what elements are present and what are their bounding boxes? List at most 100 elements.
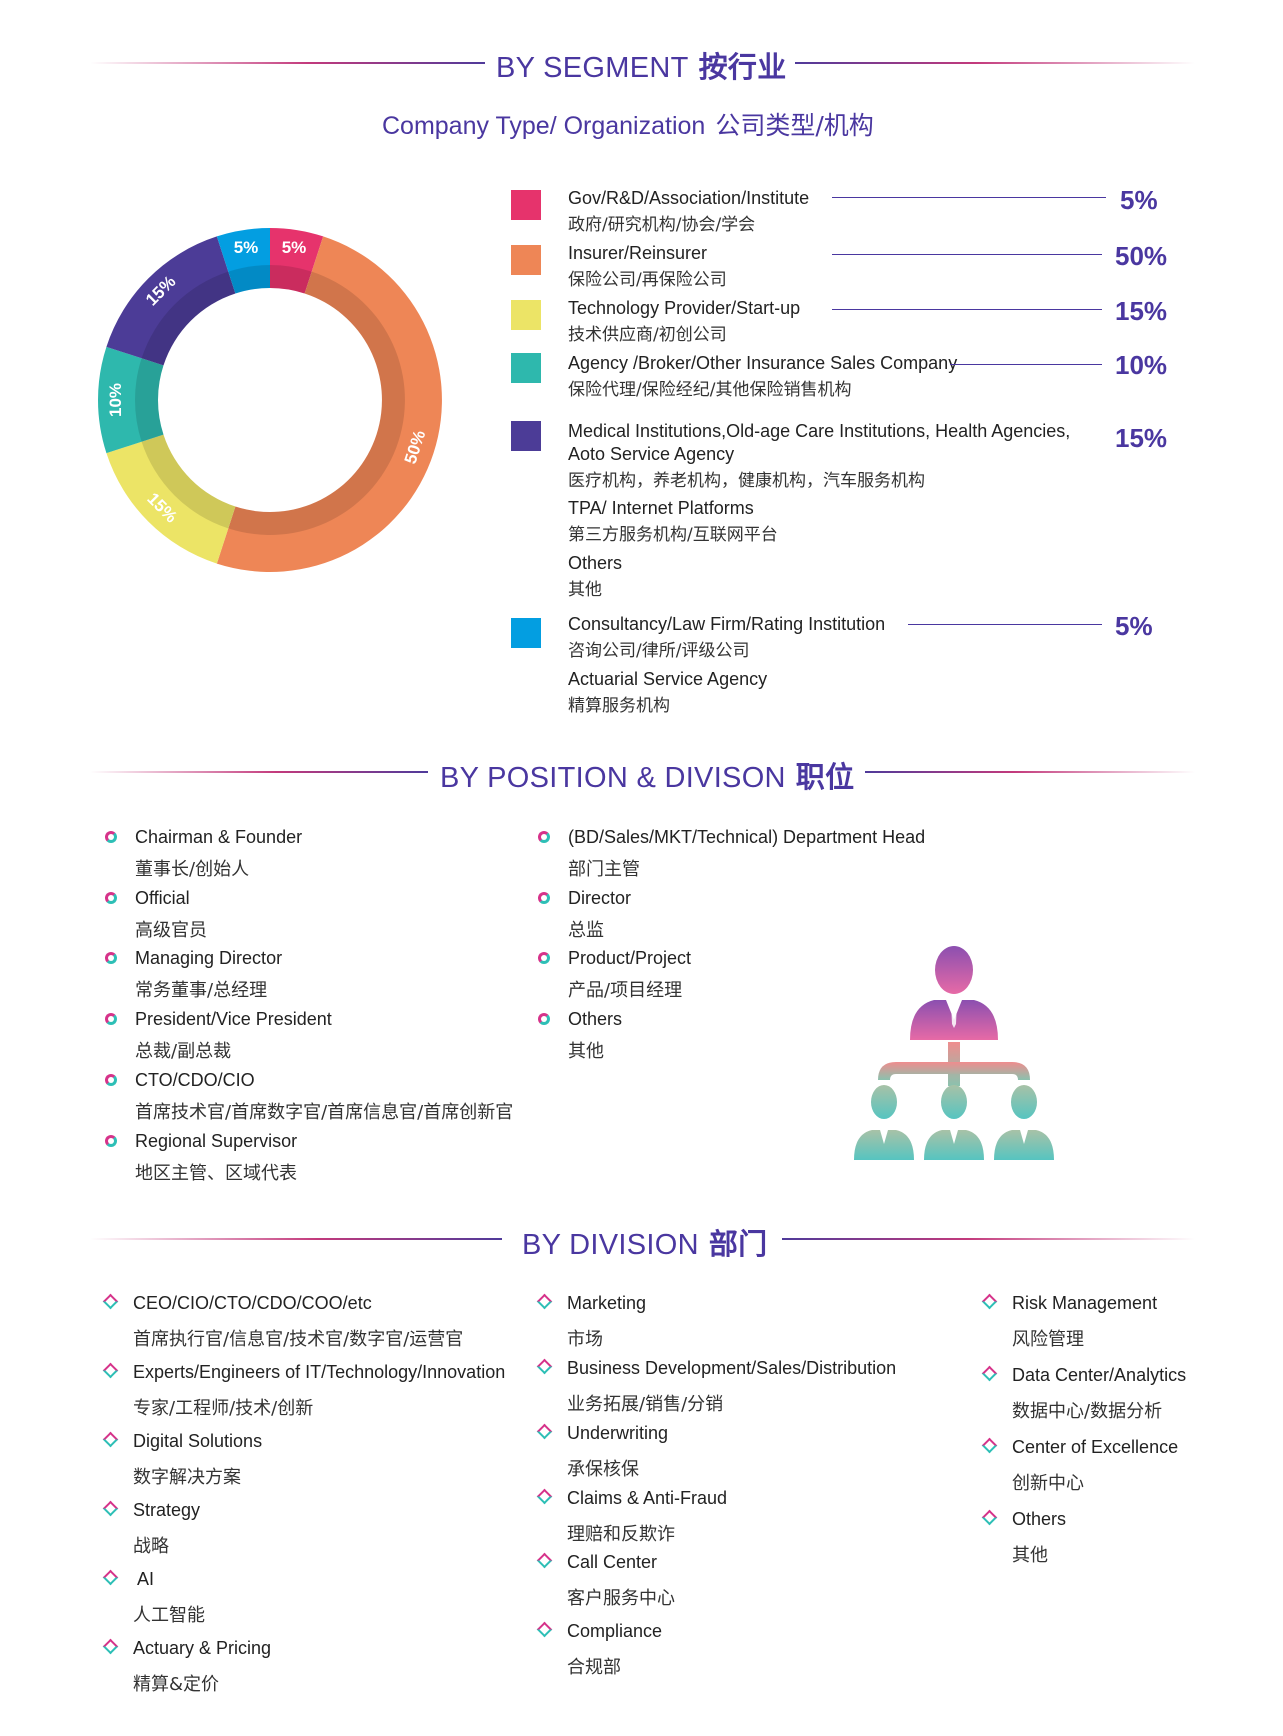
donut-slice bbox=[216, 236, 442, 572]
legend-leader-line bbox=[832, 309, 1102, 310]
legend-leader-line bbox=[908, 624, 1102, 625]
donut-slice-label: 5% bbox=[282, 238, 307, 257]
legend-swatch-agency bbox=[511, 353, 541, 383]
division-item-zh: 承保核保 bbox=[567, 1459, 639, 1480]
legend-extra-en: TPA/ Internet Platforms bbox=[568, 498, 754, 518]
legend-swatch-tech bbox=[511, 300, 541, 330]
segment-title: BY SEGMENT 按行业 bbox=[496, 44, 787, 86]
legend-label-zh: 技术供应商/初创公司 bbox=[568, 325, 727, 345]
ring-bullet-icon bbox=[105, 1013, 117, 1025]
legend-swatch-medical bbox=[511, 421, 541, 451]
donut-slice-inner-band bbox=[228, 271, 405, 535]
division-item-en: Call Center bbox=[567, 1552, 658, 1572]
legend-percent: 50% bbox=[1115, 241, 1168, 271]
division-item-en: Center of Excellence bbox=[1012, 1437, 1179, 1457]
diamond-bullet-icon bbox=[536, 1423, 553, 1440]
position-item-zh: 地区主管、区域代表 bbox=[135, 1163, 297, 1184]
ring-bullet-icon bbox=[538, 952, 550, 964]
division-item-zh: 客户服务中心 bbox=[567, 1588, 675, 1609]
legend-label-zh: 医疗机构，养老机构，健康机构，汽车服务机构 bbox=[568, 471, 925, 491]
legend-percent: 15% bbox=[1115, 296, 1168, 326]
division-item-zh: 风险管理 bbox=[1012, 1329, 1084, 1350]
ring-bullet-icon bbox=[105, 892, 117, 904]
legend-label-zh: 政府/研究机构/协会/学会 bbox=[568, 215, 756, 235]
legend-label-en: Insurer/Reinsurer bbox=[568, 243, 708, 263]
position-item-en: Others bbox=[568, 1009, 623, 1029]
diamond-bullet-icon bbox=[102, 1293, 119, 1310]
donut-slice-inner-band bbox=[141, 434, 236, 529]
position-item-zh: 首席技术官/首席数字官/首席信息官/首席创新官 bbox=[135, 1102, 514, 1123]
ring-bullet-icon bbox=[105, 1074, 117, 1086]
division-title-en: BY DIVISION bbox=[522, 1229, 699, 1261]
position-item-en: Regional Supervisor bbox=[135, 1131, 298, 1151]
diamond-bullet-icon bbox=[981, 1437, 998, 1454]
division-item-en: Digital Solutions bbox=[133, 1431, 263, 1451]
legend-label-en: Gov/R&D/Association/Institute bbox=[568, 188, 810, 208]
division-item-en: Experts/Engineers of IT/Technology/Innov… bbox=[133, 1362, 506, 1382]
division-item-en: AI bbox=[133, 1569, 155, 1589]
position-divider-right bbox=[865, 771, 1195, 773]
legend-percent: 10% bbox=[1115, 350, 1168, 380]
donut-slice bbox=[106, 236, 236, 366]
diamond-bullet-icon bbox=[102, 1500, 119, 1517]
segment-subtitle: Company Type/ Organization 公司类型/机构 bbox=[382, 106, 874, 142]
diamond-bullet-icon bbox=[102, 1362, 119, 1379]
legend-label-en-line2: Aoto Service Agency bbox=[568, 444, 735, 464]
division-item-en: CEO/CIO/CTO/CDO/COO/etc bbox=[133, 1293, 372, 1313]
position-title-zh: 职位 bbox=[795, 760, 855, 794]
donut-slice-label: 5% bbox=[234, 238, 259, 257]
legend-percent: 5% bbox=[1115, 611, 1153, 641]
division-item-en: Claims & Anti-Fraud bbox=[567, 1488, 728, 1508]
diamond-bullet-icon bbox=[102, 1431, 119, 1448]
position-item-en: President/Vice President bbox=[135, 1009, 332, 1029]
division-item-en: Underwriting bbox=[567, 1423, 669, 1443]
ring-bullet-icon bbox=[538, 892, 550, 904]
legend-label-en: Medical Institutions,Old-age Care Instit… bbox=[568, 421, 1071, 441]
division-item-en: Others bbox=[1012, 1509, 1067, 1529]
division-title: BY DIVISION 部门 bbox=[522, 1221, 767, 1263]
segment-title-en: BY SEGMENT bbox=[496, 52, 689, 84]
diamond-bullet-icon bbox=[981, 1509, 998, 1526]
legend-label-zh: 保险代理/保险经纪/其他保险销售机构 bbox=[568, 380, 852, 400]
legend-swatch-insurer bbox=[511, 245, 541, 275]
donut-slice bbox=[270, 228, 324, 294]
ring-bullet-icon bbox=[538, 831, 550, 843]
division-item-en: Business Development/Sales/Distribution bbox=[567, 1358, 897, 1378]
segment-subtitle-en: Company Type/ Organization bbox=[382, 112, 706, 140]
position-item-en: Chairman & Founder bbox=[135, 827, 303, 847]
division-item-zh: 合规部 bbox=[567, 1657, 621, 1678]
division-item-zh: 市场 bbox=[567, 1329, 603, 1350]
segment-divider-right bbox=[795, 62, 1195, 64]
legend-extra-zh: 第三方服务机构/互联网平台 bbox=[568, 525, 778, 545]
legend-leader-line bbox=[950, 364, 1102, 365]
legend-label-zh: 保险公司/再保险公司 bbox=[568, 270, 727, 290]
position-item-zh: 常务董事/总经理 bbox=[135, 980, 268, 1001]
position-item-en: CTO/CDO/CIO bbox=[135, 1070, 255, 1090]
legend-extra-en: Actuarial Service Agency bbox=[568, 669, 768, 689]
org-hierarchy-icon bbox=[854, 946, 1054, 1160]
diamond-bullet-icon bbox=[536, 1621, 553, 1638]
diamond-bullet-icon bbox=[102, 1569, 119, 1586]
division-item-en: Actuary & Pricing bbox=[133, 1638, 272, 1658]
legend-label-en: Agency /Broker/Other Insurance Sales Com… bbox=[568, 353, 958, 373]
segment-divider-left bbox=[90, 62, 485, 64]
division-divider-left bbox=[90, 1238, 502, 1240]
division-item-zh: 人工智能 bbox=[133, 1605, 205, 1626]
position-divider-left bbox=[90, 771, 428, 773]
position-title: BY POSITION & DIVISON 职位 bbox=[440, 754, 854, 796]
division-item-en: Risk Management bbox=[1012, 1293, 1158, 1313]
legend-extra-zh: 其他 bbox=[568, 580, 602, 600]
donut-slice bbox=[98, 346, 164, 454]
legend-leader-line bbox=[832, 197, 1106, 198]
position-item-zh: 产品/项目经理 bbox=[568, 980, 683, 1001]
diamond-bullet-icon bbox=[536, 1358, 553, 1375]
division-item-zh: 专家/工程师/技术/创新 bbox=[133, 1398, 314, 1419]
legend-label-zh: 咨询公司/律所/评级公司 bbox=[568, 641, 750, 661]
legend-percent: 15% bbox=[1115, 423, 1168, 453]
legend-swatch-consultancy bbox=[511, 618, 541, 648]
ring-bullet-icon bbox=[105, 831, 117, 843]
diamond-bullet-icon bbox=[536, 1293, 553, 1310]
division-item-zh: 其他 bbox=[1012, 1545, 1048, 1566]
donut-slice-inner-band bbox=[270, 265, 312, 294]
company-type-donut-chart: 5%50%15%10%15%5% bbox=[98, 228, 442, 572]
